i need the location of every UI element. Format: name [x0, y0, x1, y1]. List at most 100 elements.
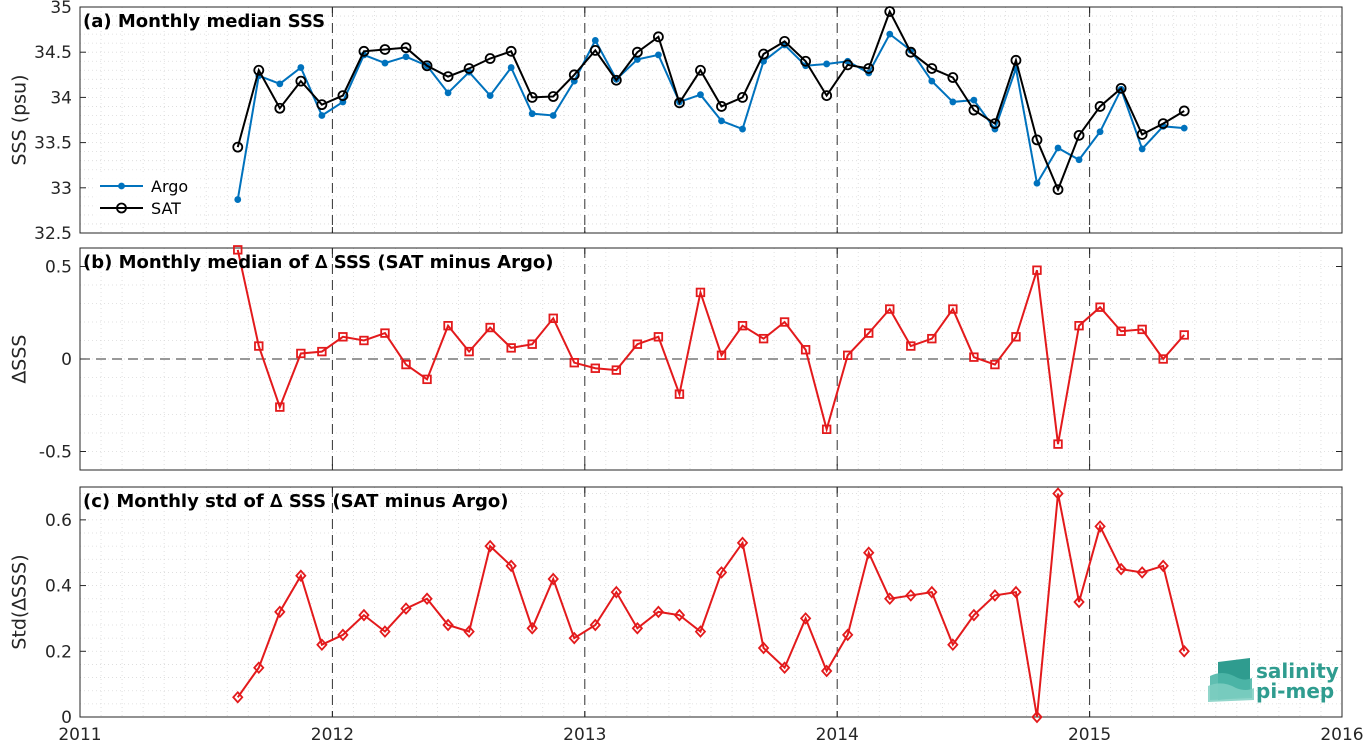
- data-point: [1180, 124, 1188, 132]
- data-point: [757, 641, 770, 655]
- data-point: [652, 605, 665, 619]
- data-point: [1052, 487, 1064, 500]
- data-point: [1095, 302, 1105, 312]
- x-tick-label: 2016: [1320, 725, 1363, 745]
- data-point: [274, 102, 286, 114]
- y-tick-label: 34: [50, 88, 72, 108]
- data-point: [379, 625, 391, 638]
- data-point: [359, 335, 369, 346]
- data-point: [1137, 324, 1147, 335]
- y-axis-label: ∆SSS: [9, 335, 31, 385]
- data-point: [232, 690, 244, 704]
- data-point: [694, 625, 707, 638]
- data-point: [947, 638, 959, 652]
- data-point: [906, 341, 916, 351]
- data-point: [779, 317, 790, 327]
- data-point: [507, 64, 515, 71]
- data-point: [823, 60, 831, 68]
- data-point: [295, 75, 307, 87]
- data-point: [884, 6, 896, 17]
- data-point: [1158, 354, 1168, 364]
- data-point: [970, 96, 978, 104]
- data-point: [631, 46, 643, 58]
- data-point: [401, 359, 411, 370]
- data-point: [1138, 145, 1146, 153]
- data-point: [926, 63, 938, 74]
- data-point: [337, 90, 349, 101]
- data-point: [905, 589, 917, 602]
- y-tick-label: 0.4: [45, 577, 72, 597]
- y-tick-label: 33.5: [34, 134, 72, 154]
- data-point: [718, 117, 725, 125]
- data-point: [905, 46, 917, 58]
- series-line: [236, 493, 1186, 718]
- data-point: [633, 56, 641, 63]
- series-delta-sss: [233, 245, 1189, 449]
- salinity-pi-mep-logo: salinity pi-mep: [1208, 658, 1339, 703]
- data-point: [654, 51, 662, 59]
- data-point: [569, 357, 579, 368]
- data-point: [864, 328, 874, 338]
- data-point: [863, 63, 875, 74]
- data-point: [589, 44, 601, 56]
- data-point: [779, 35, 790, 47]
- data-point: [400, 602, 412, 615]
- data-point: [234, 196, 242, 203]
- data-point: [610, 74, 622, 86]
- data-point: [526, 621, 538, 635]
- series-line: [236, 249, 1185, 445]
- data-point: [528, 110, 536, 118]
- data-point: [631, 621, 644, 635]
- series-delta-sss: [232, 487, 1190, 724]
- y-axis-label: Std(∆SSS): [9, 554, 31, 649]
- data-point: [927, 333, 937, 344]
- data-point: [442, 618, 454, 632]
- data-point: [358, 45, 370, 57]
- data-point: [1157, 559, 1169, 573]
- data-point: [1094, 101, 1106, 112]
- panel-title: (a) Monthly median SSS: [83, 11, 325, 32]
- data-point: [716, 101, 727, 112]
- panel-a: 32.5 33 33.5 34 34.5 35 SSS (psu) (a) Monthly m…: [9, 0, 1343, 244]
- y-tick-label: 33: [50, 179, 72, 199]
- data-point: [949, 98, 957, 106]
- data-point: [1136, 129, 1148, 140]
- y-tick-label: 32.5: [34, 224, 72, 244]
- data-point: [485, 322, 495, 333]
- data-point: [547, 572, 559, 586]
- data-point: [674, 97, 685, 109]
- data-point: [337, 628, 349, 642]
- data-point: [697, 91, 704, 99]
- data-point: [926, 585, 938, 599]
- data-point: [297, 64, 305, 71]
- x-tick-label: 2013: [563, 725, 606, 745]
- data-point: [1115, 562, 1127, 576]
- x-tick-label: 2014: [816, 725, 859, 745]
- data-point: [484, 539, 496, 553]
- data-point: [821, 424, 832, 434]
- y-tick-label: 0.6: [45, 511, 72, 531]
- data-point: [527, 339, 537, 349]
- data-point: [505, 45, 517, 57]
- data-point: [463, 63, 475, 74]
- data-point: [884, 592, 896, 606]
- y-tick-label: -0.5: [39, 443, 72, 463]
- panel-b: -0.5 0 0.5 ∆SSS (b) Monthly median of ∆ SSS …: [9, 245, 1343, 471]
- y-tick-label: 0: [61, 708, 72, 728]
- data-point: [736, 536, 749, 550]
- data-point: [444, 89, 452, 97]
- data-point: [1011, 332, 1021, 342]
- data-point: [274, 605, 286, 619]
- data-point: [316, 99, 328, 111]
- data-point: [484, 53, 496, 64]
- series-argo: [234, 30, 1188, 203]
- data-point: [799, 612, 812, 625]
- data-point: [568, 69, 580, 81]
- data-point: [318, 112, 326, 119]
- x-tick-label: 2012: [311, 725, 354, 745]
- legend-label: Argo: [151, 177, 188, 196]
- data-point: [716, 350, 727, 360]
- x-tick-label: 2011: [58, 725, 101, 745]
- data-point: [1010, 585, 1022, 599]
